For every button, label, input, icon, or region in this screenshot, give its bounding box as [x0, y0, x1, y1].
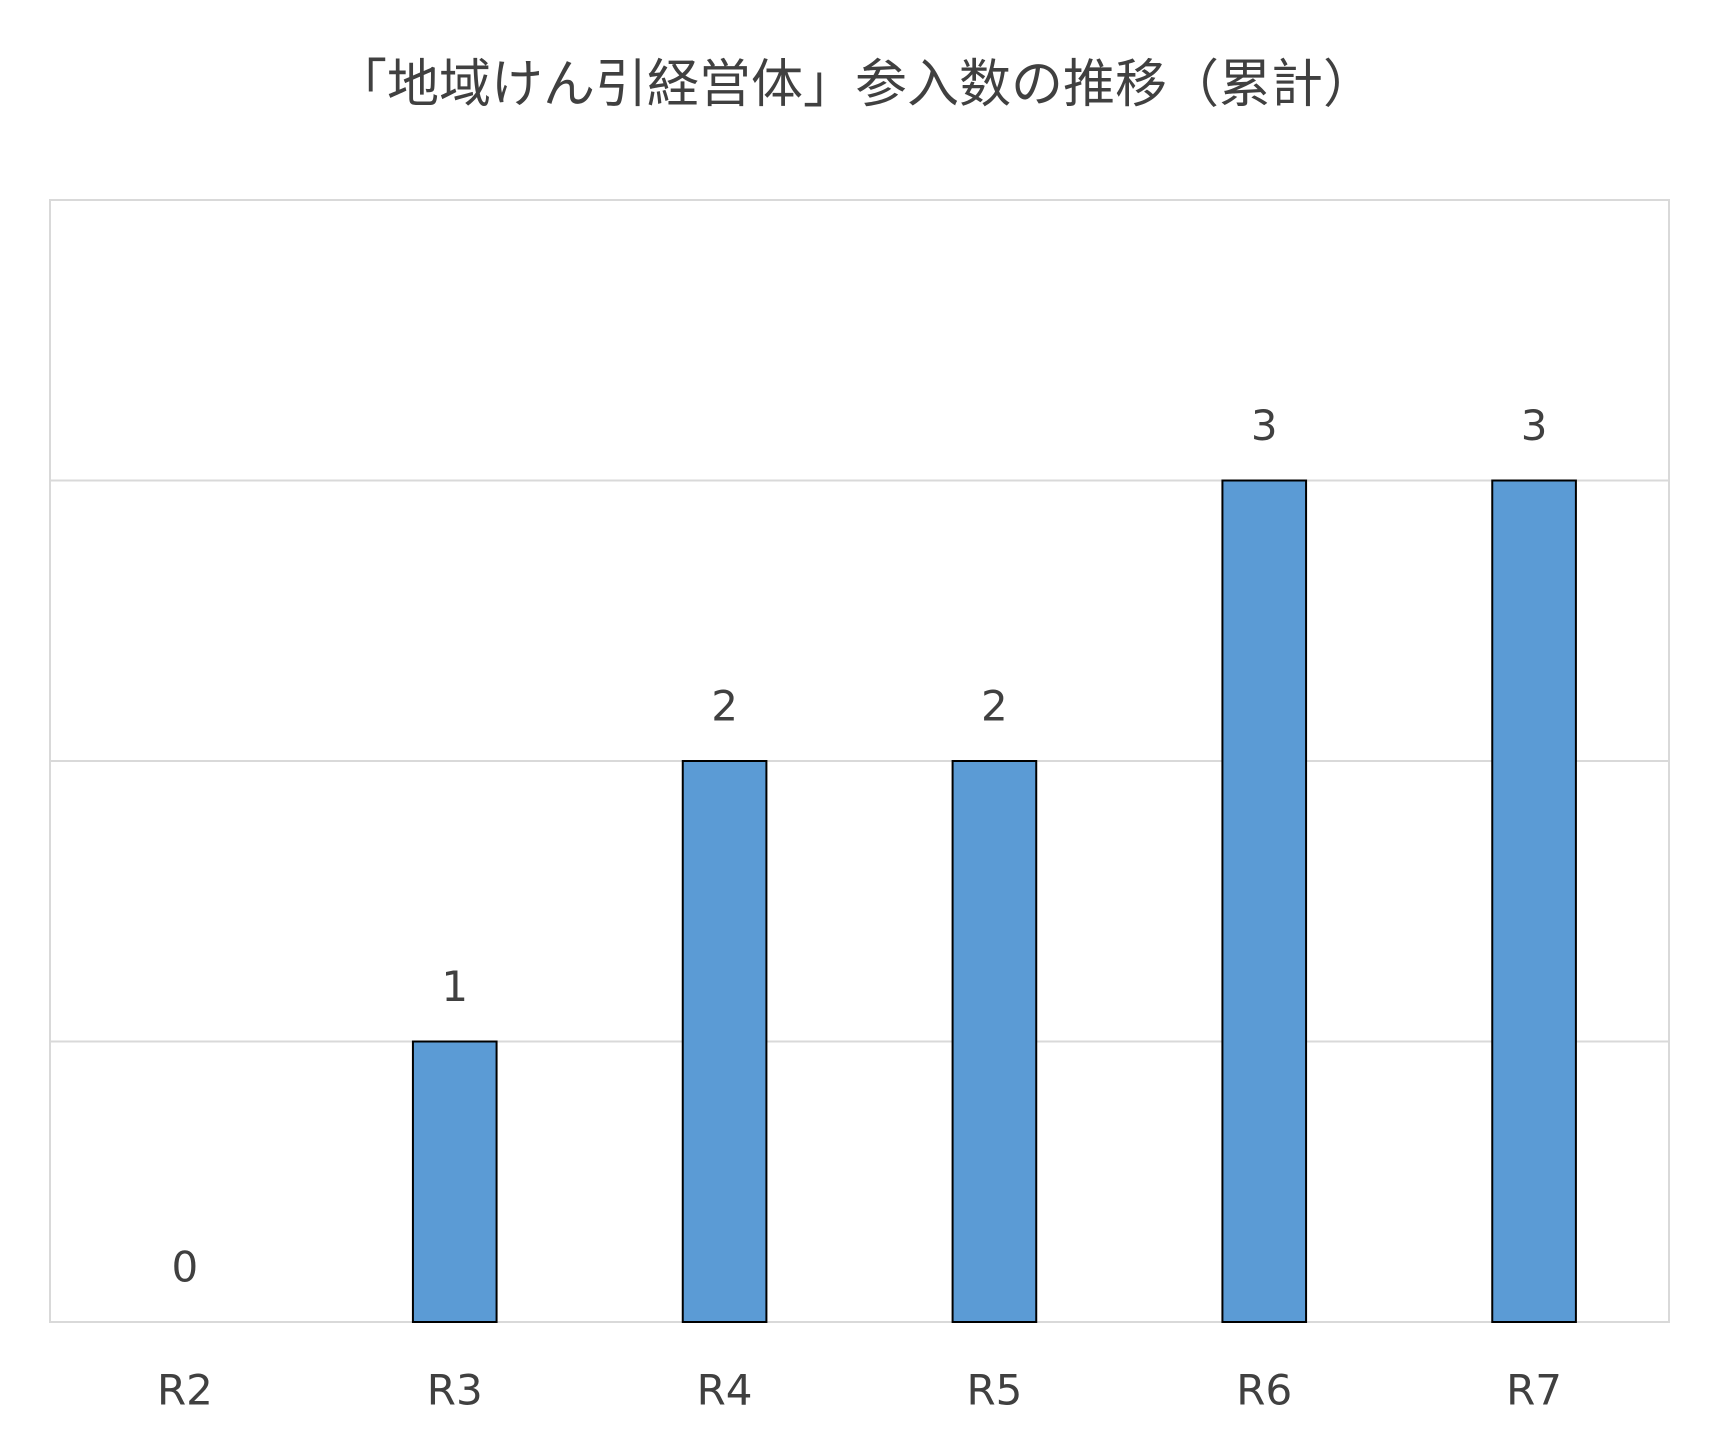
x-tick-label: R3 — [427, 1366, 483, 1415]
data-label: 1 — [441, 962, 468, 1011]
data-label: 3 — [1521, 401, 1548, 450]
bar — [951, 760, 1038, 1323]
x-tick-label: R6 — [1236, 1366, 1292, 1415]
data-label: 3 — [1251, 401, 1278, 450]
bar — [1221, 479, 1308, 1323]
x-tick-label: R2 — [157, 1366, 213, 1415]
x-tick-label: R5 — [966, 1366, 1022, 1415]
data-label: 2 — [981, 682, 1008, 731]
bar — [411, 1040, 498, 1323]
x-tick-label: R4 — [697, 1366, 753, 1415]
x-tick-label: R7 — [1506, 1366, 1562, 1415]
data-label: 2 — [711, 682, 738, 731]
bar — [1491, 479, 1577, 1323]
data-label: 0 — [172, 1243, 199, 1292]
chart-title: 「地域けん引経営体」参入数の推移（累計） — [335, 55, 1375, 115]
bar — [681, 760, 768, 1323]
